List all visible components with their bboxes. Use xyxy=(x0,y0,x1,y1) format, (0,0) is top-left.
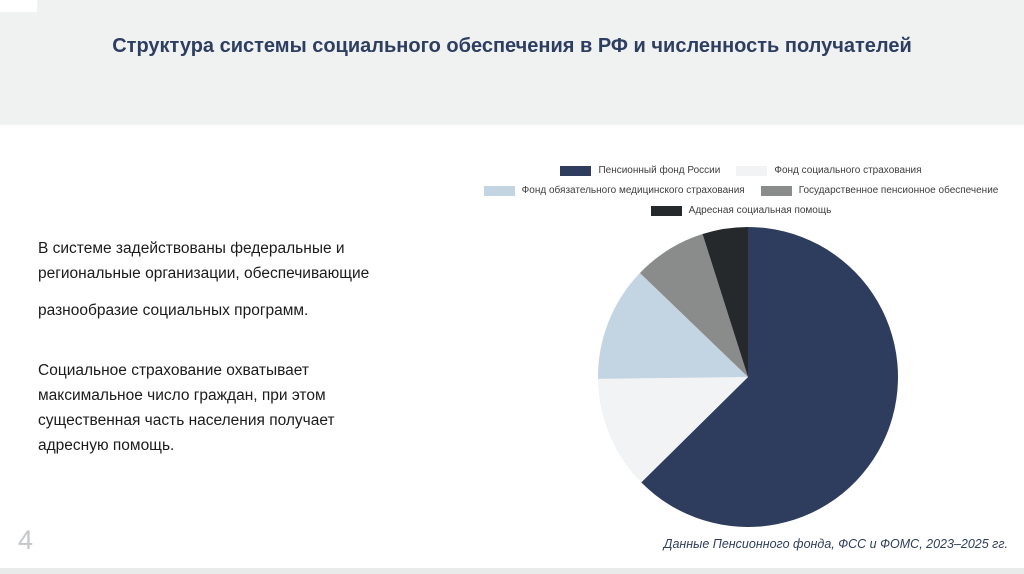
legend-row-2: Фонд обязательного медицинского страхова… xyxy=(446,185,1024,196)
legend-swatch-social-insurance-fund xyxy=(736,165,768,176)
legend-item-targeted-social-aid: Адресная социальная помощь xyxy=(650,205,832,216)
top-left-notch xyxy=(0,0,37,12)
legend-item-pension-fund: Пенсионный фонд России xyxy=(560,165,720,176)
legend-label: Фонд обязательного медицинского страхова… xyxy=(521,185,745,196)
pie-slice-0 xyxy=(641,227,898,527)
legend-label: Фонд социального страхования xyxy=(774,165,922,176)
legend-label: Адресная социальная помощь xyxy=(688,205,832,216)
body-text-block: В системе задействованы федеральные и ре… xyxy=(38,236,468,458)
bottom-strip xyxy=(0,568,1024,574)
pie-slice-2 xyxy=(598,272,748,379)
legend-item-social-insurance-fund: Фонд социального страхования xyxy=(736,165,922,176)
legend-label: Государственное пенсионное обеспечение xyxy=(798,185,999,196)
body-paragraph-1: В системе задействованы федеральные и ре… xyxy=(38,240,370,282)
source-note: Данные Пенсионного фонда, ФСС и ФОМС, 20… xyxy=(663,537,1008,551)
pie-slice-3 xyxy=(639,234,748,377)
body-paragraph-3: Социальное страхование охватывает максим… xyxy=(38,362,335,454)
legend-row-3: Адресная социальная помощь xyxy=(446,205,1024,216)
legend-row-1: Пенсионный фонд России Фонд социального … xyxy=(446,165,1024,176)
legend-item-state-pension-provision: Государственное пенсионное обеспечение xyxy=(760,185,999,196)
legend-item-medical-insurance-fund: Фонд обязательного медицинского страхова… xyxy=(483,185,745,196)
legend-label: Пенсионный фонд России xyxy=(598,165,721,176)
slide-title: Структура системы социального обеспечени… xyxy=(112,35,912,57)
legend-swatch-state-pension-provision xyxy=(760,185,792,196)
title-band: Структура системы социального обеспечени… xyxy=(0,0,1024,125)
legend-swatch-pension-fund xyxy=(560,165,592,176)
chart-legend: Пенсионный фонд России Фонд социального … xyxy=(446,165,1024,216)
page-number: 4 xyxy=(18,525,34,555)
legend-swatch-targeted-social-aid xyxy=(650,205,682,216)
pie-slice-1 xyxy=(598,377,748,483)
legend-swatch-medical-insurance-fund xyxy=(483,185,515,196)
pie-chart xyxy=(598,227,898,527)
pie-slice-4 xyxy=(702,227,748,377)
body-paragraph-2: разнообразие социальных программ. xyxy=(38,302,309,319)
